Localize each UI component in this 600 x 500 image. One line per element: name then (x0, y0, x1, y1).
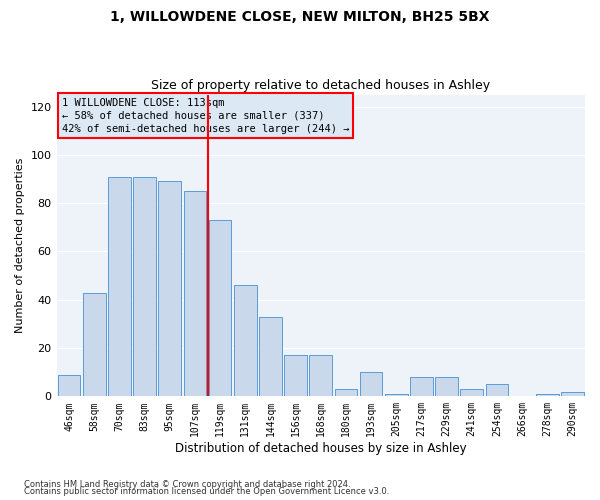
Bar (536, 394, 559, 396)
Bar (184, 191, 206, 396)
Bar (133, 176, 156, 396)
X-axis label: Distribution of detached houses by size in Ashley: Distribution of detached houses by size … (175, 442, 467, 455)
Bar (410, 377, 433, 396)
Text: 1, WILLOWDENE CLOSE, NEW MILTON, BH25 5BX: 1, WILLOWDENE CLOSE, NEW MILTON, BH25 5B… (110, 10, 490, 24)
Text: Contains public sector information licensed under the Open Government Licence v3: Contains public sector information licen… (24, 487, 389, 496)
Bar (209, 220, 232, 396)
Text: Contains HM Land Registry data © Crown copyright and database right 2024.: Contains HM Land Registry data © Crown c… (24, 480, 350, 489)
Bar (310, 356, 332, 397)
Bar (158, 182, 181, 396)
Text: 1 WILLOWDENE CLOSE: 113sqm
← 58% of detached houses are smaller (337)
42% of sem: 1 WILLOWDENE CLOSE: 113sqm ← 58% of deta… (62, 98, 349, 134)
Bar (435, 377, 458, 396)
Title: Size of property relative to detached houses in Ashley: Size of property relative to detached ho… (151, 79, 490, 92)
Bar (561, 392, 584, 396)
Bar (284, 356, 307, 397)
Bar (385, 394, 407, 396)
Bar (83, 292, 106, 397)
Bar (460, 389, 483, 396)
Bar (234, 286, 257, 397)
Bar (360, 372, 382, 396)
Bar (335, 389, 357, 396)
Y-axis label: Number of detached properties: Number of detached properties (15, 158, 25, 333)
Bar (259, 316, 282, 396)
Bar (485, 384, 508, 396)
Bar (58, 374, 80, 396)
Bar (108, 176, 131, 396)
